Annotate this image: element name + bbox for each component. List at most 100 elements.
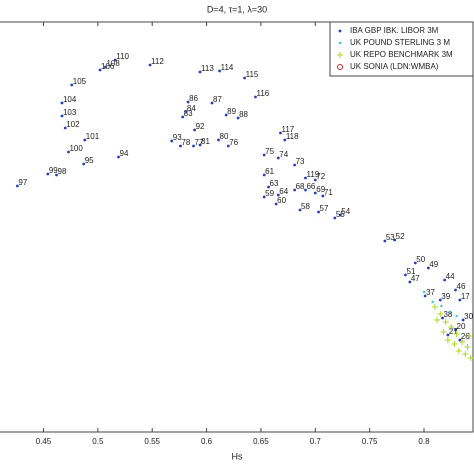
point-label: 44 [446,272,455,281]
point-label: 99 [49,166,58,175]
data-point [426,266,430,270]
legend-box [329,21,474,77]
point-label: 108 [106,59,120,68]
data-point [104,65,107,69]
data-point [423,294,427,298]
point-label: 95 [85,156,94,165]
x-tick-label: 0.65 [253,437,269,446]
data-point [467,355,474,361]
point-label: 49 [429,260,438,269]
x-tick-label: 0.8 [418,437,430,446]
point-label: 97 [18,178,27,187]
data-point [448,324,455,330]
point-label: 55 [336,210,345,219]
point-label: 46 [457,282,466,291]
legend-marker [338,41,342,45]
point-label: 64 [279,187,288,196]
data-point [98,68,102,72]
data-point [55,173,58,177]
data-point [444,337,451,343]
data-point [274,202,278,206]
data-point [198,143,202,147]
point-label: 100 [69,144,83,153]
data-point [462,351,469,357]
point-label: 78 [181,138,190,147]
data-point [441,316,444,320]
data-point [117,155,120,159]
plot-frame [0,21,474,433]
point-label: 77 [195,138,204,147]
data-point [210,101,214,105]
data-point [262,195,266,199]
data-point [458,298,462,302]
data-point [304,176,307,180]
data-point [453,331,460,337]
point-label: 84 [187,104,196,113]
data-point [179,144,182,148]
chart-title: D=4, τ=1, λ=30 [207,4,267,14]
data-point [293,188,297,192]
point-label: 101 [86,132,100,141]
data-point [448,310,452,314]
data-point [254,95,257,99]
data-point [262,153,266,157]
legend-marker [337,52,343,58]
data-point [279,131,282,135]
x-tick-label: 0.5 [92,437,104,446]
data-point [443,278,447,282]
point-label: 110 [116,52,129,61]
point-label: 75 [265,147,274,156]
data-point [192,144,195,148]
data-point [304,188,307,192]
data-point [218,69,222,73]
data-point [83,138,87,142]
point-label: 116 [256,89,269,98]
data-point [317,210,320,214]
data-point [422,290,426,294]
point-label: 69 [316,185,325,194]
point-label: 112 [151,57,164,66]
data-point [276,156,280,160]
point-label: 37 [426,288,435,297]
point-label: 59 [265,189,274,198]
data-point [243,76,247,80]
data-point [451,341,458,347]
legend-label: IBA GBP IBK. LIBOR 3M [350,26,439,35]
data-point [267,185,270,189]
data-point [461,318,465,322]
point-label: 61 [265,167,274,176]
data-point [148,63,152,67]
data-point [217,138,220,142]
data-point [464,344,471,350]
data-point [298,208,302,212]
point-label: 104 [63,95,77,104]
x-tick-label: 0.45 [36,437,52,446]
data-point [60,101,64,105]
data-point [46,172,50,176]
point-label: 106 [101,62,115,71]
point-label: 102 [66,120,80,129]
point-label: 115 [246,70,259,79]
data-point [63,126,67,130]
data-point [262,173,266,177]
data-point [170,139,174,143]
point-label: 63 [270,179,279,188]
x-axis-label: Hs [232,451,243,461]
data-point [404,273,407,277]
x-tick-label: 0.55 [144,437,160,446]
point-label: 117 [281,125,294,134]
data-point [437,311,444,317]
data-point [82,162,86,166]
point-label: 66 [306,182,315,191]
data-point [67,150,70,154]
data-point [60,114,64,118]
point-label: 58 [301,202,310,211]
point-label: 73 [296,157,305,166]
point-label: 51 [407,267,416,276]
point-label: 119 [306,170,319,179]
point-label: 71 [324,188,333,197]
point-label: 93 [173,133,182,142]
data-point [393,238,397,242]
point-label: 52 [396,232,405,241]
point-label: 113 [201,64,214,73]
